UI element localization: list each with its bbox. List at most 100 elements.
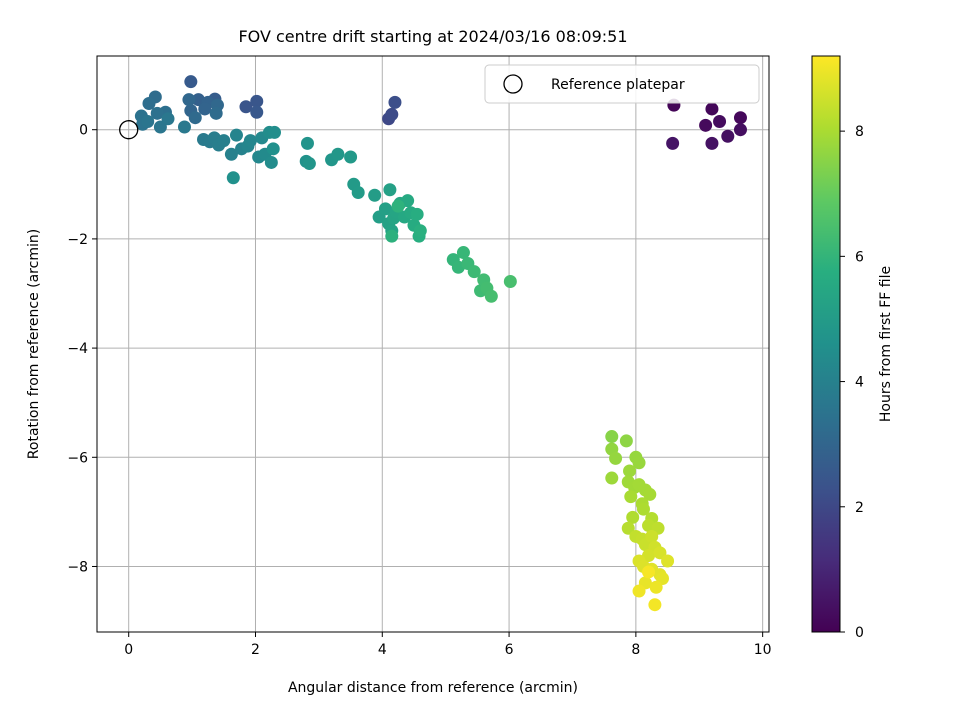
data-point [632,584,646,598]
colorbar-tick-label: 6 [855,249,864,265]
data-point [467,265,481,279]
x-tick-label: 10 [754,642,772,658]
data-point [344,150,358,164]
legend: Reference platepar [484,64,760,104]
data-point [413,224,427,238]
x-tick-label: 8 [631,642,640,658]
data-point [401,194,415,208]
data-point [733,111,747,125]
data-point [705,102,719,116]
x-tick-label: 0 [124,642,133,658]
colorbar-tick-label: 8 [855,124,864,140]
x-tick-label: 4 [378,642,387,658]
data-point [351,185,365,199]
data-point [383,183,397,197]
y-tick-label: −2 [67,232,88,248]
data-point [648,598,662,612]
data-point [378,202,392,216]
data-point [624,490,638,504]
y-tick-label: −4 [67,341,88,357]
data-point [229,128,243,142]
plot-frame [96,55,770,633]
data-point [636,502,650,516]
data-point [456,246,470,260]
data-point [642,549,656,563]
x-axis-label: Angular distance from reference (arcmin) [288,680,578,696]
data-point [239,100,253,114]
data-point [209,106,223,120]
data-point [626,510,640,524]
data-point [153,120,167,134]
data-point [142,96,156,110]
data-point [182,93,196,107]
data-point [184,75,198,89]
data-point [368,188,382,202]
data-point [619,434,633,448]
data-point [300,136,314,150]
data-point [266,142,280,156]
data-point [605,430,619,444]
data-point [484,289,498,303]
data-point [705,136,719,150]
data-point [302,157,316,171]
data-point [226,171,240,185]
data-point [188,111,202,125]
colorbar: 0 2 4 6 8 Hours from first FF file [811,55,894,641]
data-point [653,546,667,560]
x-axis-ticks: 0 2 4 6 8 10 [124,632,772,658]
data-point [224,147,238,161]
data-point [661,554,675,568]
data-point [250,94,264,108]
x-tick-label: 6 [505,642,514,658]
data-point [391,199,405,213]
colorbar-gradient [811,55,841,633]
data-point [642,565,656,579]
data-point [150,106,164,120]
data-point [268,125,282,139]
legend-label-reference: Reference platepar [551,77,685,93]
data-point [385,229,399,243]
y-axis-ticks: 0 −2 −4 −6 −8 [67,123,97,575]
data-point [388,95,402,109]
reference-layer [119,120,139,140]
colorbar-label: Hours from first FF file [878,266,894,422]
data-point [243,134,257,148]
data-point [217,134,231,148]
y-tick-label: 0 [79,123,88,139]
data-point [632,456,646,470]
data-point [141,115,155,129]
data-point [713,115,727,129]
colorbar-tick-label: 4 [855,375,864,391]
data-point [198,102,212,116]
data-point [250,105,264,119]
colorbar-tick-label: 2 [855,500,864,516]
scatter-points [134,75,747,612]
data-point [161,112,175,126]
colorbar-ticks: 0 2 4 6 8 [840,124,864,641]
data-point [649,580,663,594]
reference-platepar-marker [119,120,139,140]
data-point [621,521,635,535]
legend-box [484,64,760,104]
data-point [643,487,657,501]
y-tick-label: −8 [67,559,88,575]
data-point [410,207,424,221]
data-point [645,529,659,543]
data-point [666,136,680,150]
data-point [721,129,735,143]
data-point [609,451,623,465]
data-point [264,155,278,169]
colorbar-tick-label: 0 [855,625,864,641]
y-tick-label: −6 [67,450,88,466]
data-point [733,123,747,137]
data-point [699,118,713,132]
data-point [385,107,399,121]
y-axis-label: Rotation from reference (arcmin) [26,229,42,459]
data-point [503,274,517,288]
data-point [331,147,345,161]
data-point [177,120,191,134]
chart-title: FOV centre drift starting at 2024/03/16 … [238,27,627,46]
legend-reference-marker [503,74,523,94]
